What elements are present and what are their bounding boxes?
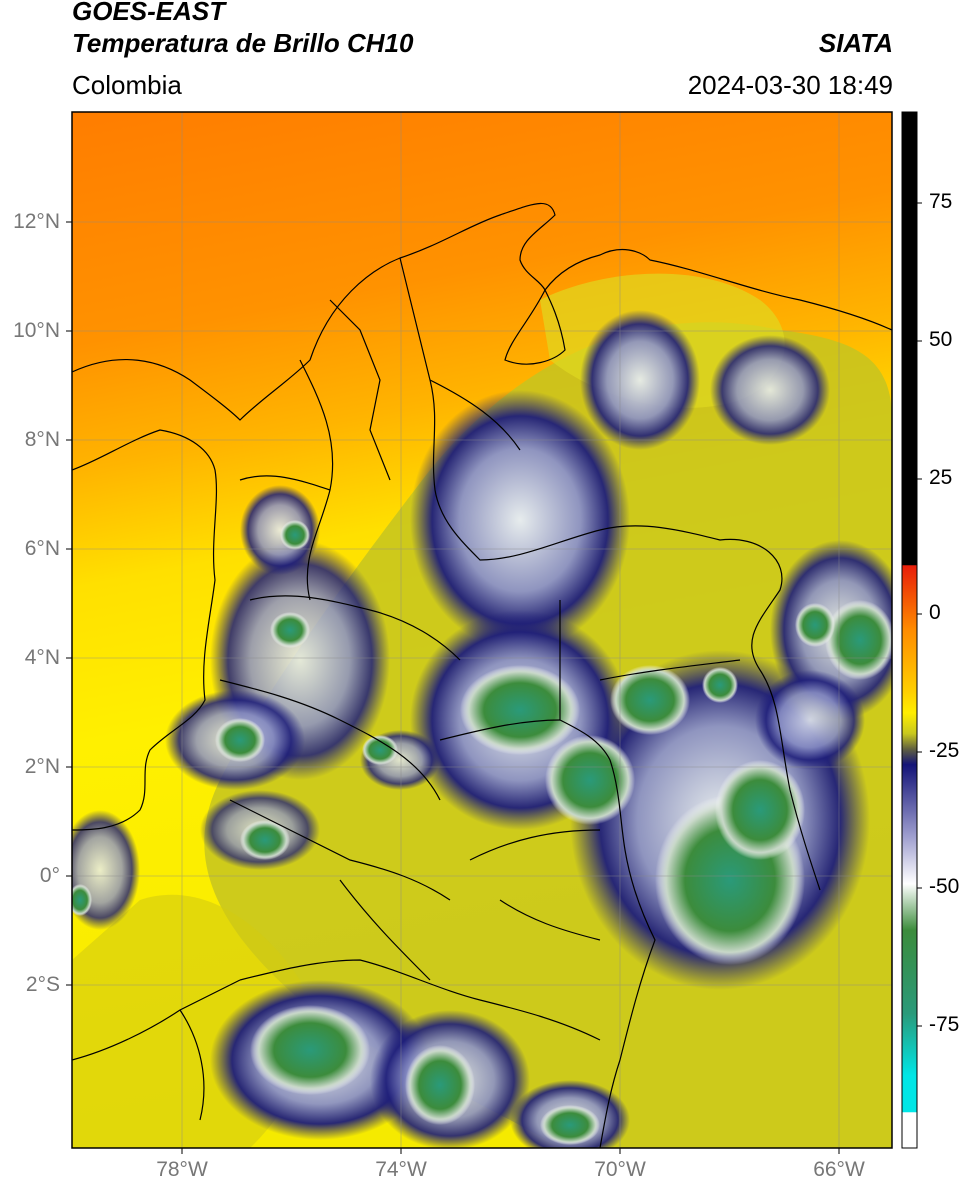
- colorbar-label-neg50: -50: [929, 875, 960, 898]
- lat-label-10n: 10°N: [13, 319, 60, 342]
- colorbar: [902, 112, 917, 1148]
- lat-label-4n: 4°N: [24, 646, 60, 669]
- borders: [72, 202, 892, 1148]
- product-title: Temperatura de Brillo CH10: [72, 28, 414, 58]
- lat-label-8n: 8°N: [24, 428, 60, 451]
- lon-label-78w: 78°W: [156, 1158, 208, 1181]
- lon-label-70w: 70°W: [594, 1158, 646, 1181]
- lon-label-74w: 74°W: [375, 1158, 427, 1181]
- agency-label: SIATA: [818, 28, 893, 58]
- colorbar-label-75: 75: [929, 190, 953, 213]
- colorbar-frame: [901, 111, 918, 1149]
- region-label: Colombia: [72, 70, 182, 100]
- lat-label-6n: 6°N: [24, 537, 60, 560]
- colorbar-label-neg25: -25: [929, 739, 960, 762]
- lat-label-2n: 2°N: [24, 755, 60, 778]
- lon-label-66w: 66°W: [813, 1158, 865, 1181]
- graticule: [72, 112, 892, 1148]
- axis-ticks: [66, 221, 840, 1154]
- colorbar-label-25: 25: [929, 466, 953, 489]
- lat-label-0: 0°: [39, 864, 60, 887]
- colorbar-label-50: 50: [929, 328, 953, 351]
- lat-label-12n: 12°N: [13, 210, 60, 233]
- colorbar-ticks: [917, 202, 922, 1027]
- lat-label-2s: 2°S: [25, 973, 60, 996]
- satellite-title: GOES-EAST: [72, 0, 226, 26]
- colorbar-label-0: 0: [929, 601, 941, 624]
- satellite-imagery: [72, 112, 892, 1148]
- datetime-label: 2024-03-30 18:49: [687, 70, 893, 100]
- colorbar-label-neg75: -75: [929, 1013, 960, 1036]
- map-frame: [71, 111, 893, 1149]
